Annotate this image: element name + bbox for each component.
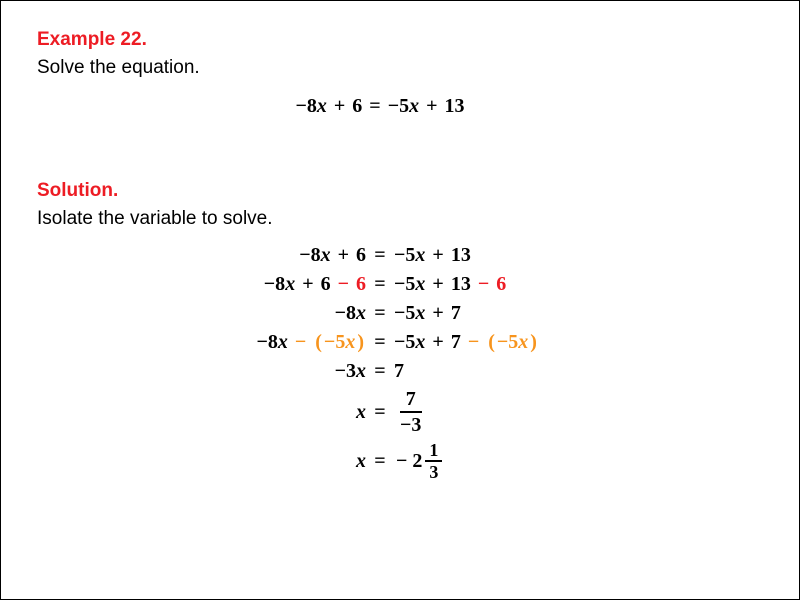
equals-sign: = bbox=[366, 302, 394, 325]
step-lhs: x bbox=[166, 450, 366, 473]
step-rhs: −5x + 7 bbox=[394, 302, 594, 325]
step-rhs: −5x + 13 bbox=[394, 244, 594, 267]
solution-heading: Solution. bbox=[37, 180, 763, 202]
denominator: 3 bbox=[425, 462, 442, 481]
step-row: −8x + 6 = −5x + 13 bbox=[166, 244, 594, 267]
step-row: −8x + 6 − 6 = −5x + 13 − 6 bbox=[166, 273, 594, 296]
step-row-final: x = −2 1 3 bbox=[166, 441, 594, 481]
prompt-text: Solve the equation. bbox=[37, 57, 763, 79]
denominator: −3 bbox=[394, 413, 427, 435]
step-lhs: −8x + 6 bbox=[166, 244, 366, 267]
step-row: −8x = −5x + 7 bbox=[166, 302, 594, 325]
step-row: −8x − (−5x) = −5x + 7 − (−5x) bbox=[166, 331, 594, 354]
main-equation: −8x + 6 = −5x + 13 bbox=[0, 95, 763, 118]
equals-sign: = bbox=[366, 244, 394, 267]
step-lhs: x bbox=[166, 401, 366, 424]
equals-sign: = bbox=[366, 450, 394, 473]
solution-text: Isolate the variable to solve. bbox=[37, 208, 763, 230]
step-rhs: −5x + 7 − (−5x) bbox=[394, 331, 594, 354]
sign: − bbox=[394, 450, 409, 473]
numerator: 7 bbox=[400, 389, 422, 413]
mixed-number: −2 1 3 bbox=[394, 441, 442, 481]
equals-sign: = bbox=[366, 273, 394, 296]
example-heading: Example 22. bbox=[37, 29, 763, 51]
step-rhs: 7 −3 bbox=[394, 389, 594, 435]
step-row-fraction: x = 7 −3 bbox=[166, 389, 594, 435]
step-rhs: −5x + 13 − 6 bbox=[394, 273, 594, 296]
step-lhs: −8x bbox=[166, 302, 366, 325]
solution-steps: −8x + 6 = −5x + 13 −8x + 6 − 6 = −5x + 1… bbox=[0, 244, 763, 481]
fraction-part: 1 3 bbox=[425, 441, 442, 481]
equals-sign: = bbox=[366, 360, 394, 383]
step-lhs: −8x − (−5x) bbox=[166, 331, 366, 354]
numerator: 1 bbox=[425, 441, 442, 462]
worksheet-page: Example 22. Solve the equation. −8x + 6 … bbox=[1, 1, 799, 509]
step-rhs: 7 bbox=[394, 360, 594, 383]
whole-part: 2 bbox=[412, 450, 422, 473]
step-row: −3x = 7 bbox=[166, 360, 594, 383]
step-lhs: −8x + 6 − 6 bbox=[166, 273, 366, 296]
equals-sign: = bbox=[366, 331, 394, 354]
example-label: Example 22. bbox=[37, 29, 147, 50]
step-rhs: −2 1 3 bbox=[394, 441, 594, 481]
step-lhs: −3x bbox=[166, 360, 366, 383]
equals-sign: = bbox=[366, 401, 394, 424]
fraction: 7 −3 bbox=[394, 389, 427, 435]
